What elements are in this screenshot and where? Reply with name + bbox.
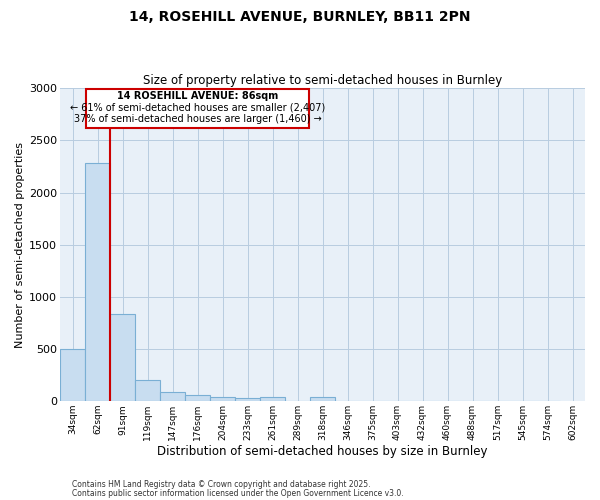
Bar (185, 396, 210, 401)
Bar (260, 397, 285, 401)
Text: Contains public sector information licensed under the Open Government Licence v3: Contains public sector information licen… (72, 488, 404, 498)
X-axis label: Distribution of semi-detached houses by size in Burnley: Distribution of semi-detached houses by … (157, 444, 488, 458)
Bar (135, 380, 160, 401)
Text: 14, ROSEHILL AVENUE, BURNLEY, BB11 2PN: 14, ROSEHILL AVENUE, BURNLEY, BB11 2PN (129, 10, 471, 24)
Bar (235, 398, 260, 401)
Text: Contains HM Land Registry data © Crown copyright and database right 2025.: Contains HM Land Registry data © Crown c… (72, 480, 371, 489)
Bar (160, 392, 185, 401)
Text: 37% of semi-detached houses are larger (1,460) →: 37% of semi-detached houses are larger (… (74, 114, 322, 124)
Text: ← 61% of semi-detached houses are smaller (2,407): ← 61% of semi-detached houses are smalle… (70, 102, 325, 113)
Y-axis label: Number of semi-detached properties: Number of semi-detached properties (15, 142, 25, 348)
Bar (310, 397, 335, 401)
Bar (85, 164, 110, 401)
Bar (210, 397, 235, 401)
Bar (60, 349, 85, 401)
Bar (110, 314, 135, 401)
Title: Size of property relative to semi-detached houses in Burnley: Size of property relative to semi-detach… (143, 74, 502, 87)
Text: 14 ROSEHILL AVENUE: 86sqm: 14 ROSEHILL AVENUE: 86sqm (117, 91, 278, 101)
FancyBboxPatch shape (86, 89, 309, 128)
